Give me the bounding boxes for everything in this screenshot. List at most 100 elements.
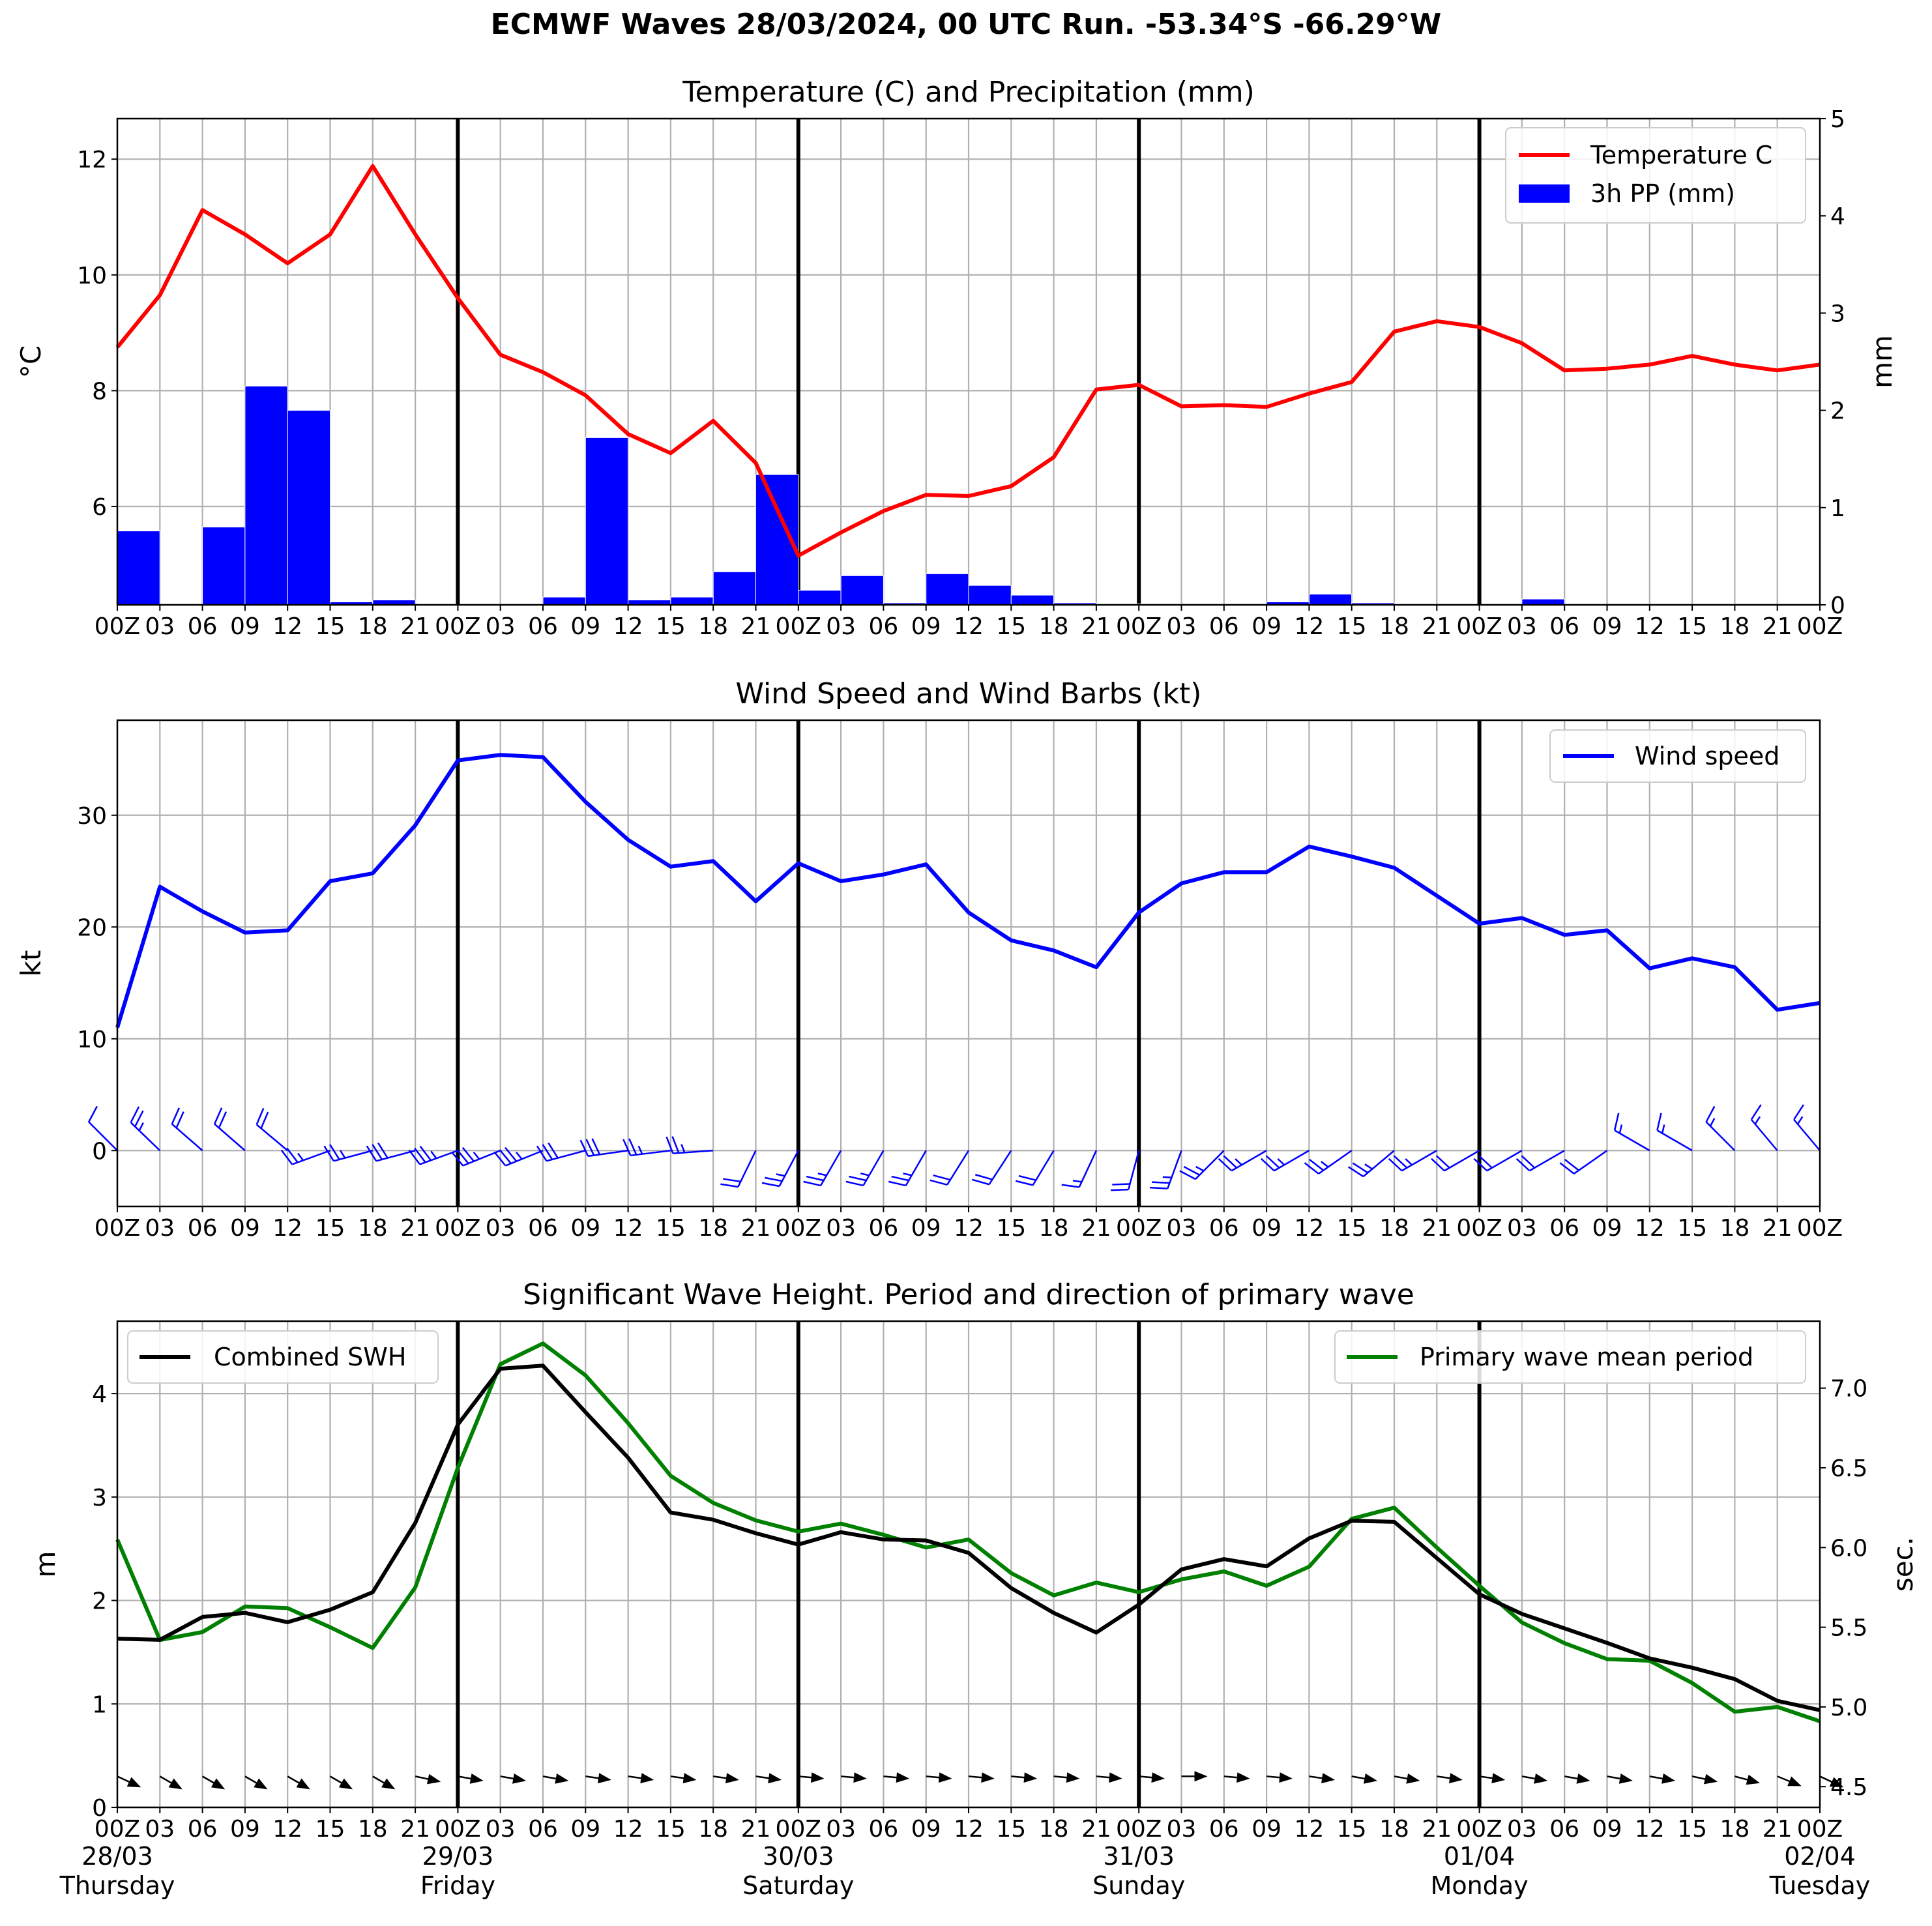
day-date-label: 28/03	[81, 1842, 153, 1871]
y-tick-label: 20	[77, 914, 107, 941]
wind-barb-feather	[329, 1144, 340, 1160]
wind-barb-staff	[130, 1122, 161, 1152]
wind-barb-half-feather	[297, 1152, 304, 1161]
wind-barb-feather	[933, 1174, 951, 1181]
wave-direction-arrow	[840, 1772, 867, 1783]
wave-arrow-head	[598, 1773, 611, 1784]
wind-barb-feather	[175, 1111, 184, 1128]
wind-barb-feather	[579, 1139, 589, 1157]
x-tick-label: 21	[1081, 1215, 1111, 1242]
wave-direction-arrow	[1521, 1773, 1548, 1784]
wind-barb-staff	[1793, 1118, 1821, 1152]
wind-barb-staff	[1231, 1150, 1267, 1172]
x-tick-label: 09	[230, 613, 260, 640]
wind-barb-staff	[862, 1150, 885, 1186]
legend-box	[127, 1330, 439, 1384]
wave-direction-arrow	[1607, 1773, 1633, 1784]
wind-barb	[622, 1138, 671, 1157]
wind-barb	[323, 1144, 373, 1162]
wave-arrow-head	[981, 1772, 995, 1783]
x-tick-label: 18	[698, 613, 728, 640]
wind-barb-feather	[585, 1139, 595, 1156]
y-right-tick-label: 7.0	[1830, 1376, 1867, 1403]
wind-barb-staff	[778, 1150, 799, 1187]
wind-barb-feather	[1015, 1180, 1033, 1186]
wave-direction-arrow	[628, 1773, 654, 1784]
wind-barb-feather	[723, 1178, 741, 1183]
y-right-tick-label: 4.5	[1830, 1774, 1867, 1801]
panel-title: Wind Speed and Wind Barbs (kt)	[736, 677, 1202, 710]
wind-barb-feather	[1061, 1184, 1079, 1188]
y-right-tick-label: 5	[1830, 106, 1845, 133]
wind-barb-staff	[630, 1150, 671, 1157]
x-tick-label: 12	[1294, 1215, 1324, 1242]
x-tick-label: 12	[1635, 613, 1665, 640]
day-name-label: Saturday	[742, 1871, 854, 1900]
wind-barb-feather	[1613, 1113, 1620, 1131]
x-tick-label: 06	[1209, 1816, 1239, 1843]
day-date-label: 02/04	[1784, 1842, 1856, 1871]
wind-barb-staff	[588, 1150, 628, 1158]
x-tick-label: 09	[570, 1215, 600, 1242]
wind-barb-feather	[845, 1180, 864, 1187]
wind-speed-line	[115, 753, 1821, 1029]
wave-arrow-head	[1449, 1773, 1463, 1784]
wind-barb-staff	[1529, 1150, 1565, 1172]
legend-label-wind: Wind speed	[1635, 742, 1779, 770]
precip-bar	[712, 571, 756, 606]
wind-barb-feather	[1793, 1104, 1804, 1120]
x-tick-label: 03	[1507, 613, 1537, 640]
wind-barb-staff	[737, 1150, 757, 1188]
wind-barb-feather	[505, 1146, 518, 1162]
wave-arrow-head	[1066, 1772, 1080, 1783]
wind-barb	[666, 1136, 714, 1154]
x-tick-label: 18	[1720, 1816, 1749, 1843]
wind-barb	[536, 1142, 586, 1162]
x-tick-label: 06	[868, 1215, 898, 1242]
wave-arrow-head	[896, 1772, 910, 1783]
x-tick-label: 09	[230, 1816, 260, 1843]
wind-barb-feather	[499, 1149, 512, 1164]
wind-barb-feather	[548, 1142, 559, 1159]
wave-arrow-head	[1194, 1771, 1208, 1782]
wind-barb-feather	[764, 1176, 783, 1182]
wind-barb-staff	[291, 1150, 330, 1165]
x-tick-label: 18	[358, 613, 388, 640]
wind-barb	[1559, 1150, 1608, 1175]
wind-barb-feather	[1218, 1158, 1233, 1172]
x-tick-label: 03	[826, 1215, 856, 1242]
precip-bar	[202, 527, 246, 606]
wind-barb	[929, 1150, 970, 1186]
wind-barb	[1613, 1113, 1650, 1152]
x-tick-label: 03	[1167, 1215, 1197, 1242]
y-tick-label: 12	[77, 147, 107, 173]
wind-barb	[1061, 1150, 1098, 1188]
wave-direction-arrow	[1564, 1773, 1590, 1784]
wave-arrow-head	[126, 1777, 141, 1788]
wave-arrow-head	[1704, 1773, 1718, 1785]
y-right-tick-label: 3	[1830, 300, 1845, 327]
x-tick-label: 18	[1379, 613, 1409, 640]
wave-arrow-head	[1829, 1777, 1844, 1788]
wind-barb-staff	[946, 1150, 970, 1186]
legend-box	[1549, 729, 1806, 783]
x-tick-label: 18	[358, 1215, 388, 1242]
y-right-tick-label: 6.5	[1830, 1455, 1867, 1482]
x-tick-label: 00Z	[776, 1215, 821, 1242]
x-tick-label: 18	[1379, 1816, 1409, 1843]
wind-barb-staff	[505, 1150, 544, 1167]
wave-arrow-head	[296, 1778, 310, 1790]
y-axis-label: kt	[15, 950, 47, 977]
wave-direction-arrow	[1734, 1774, 1760, 1785]
x-tick-label: 18	[698, 1816, 728, 1843]
wind-barb-feather	[803, 1180, 821, 1187]
wave-direction-arrow	[244, 1775, 268, 1790]
x-tick-label: 21	[400, 1215, 430, 1242]
x-tick-label: 12	[1635, 1215, 1665, 1242]
wave-direction-arrow	[1139, 1772, 1165, 1783]
y-tick-label: 0	[92, 1138, 107, 1165]
y-tick-label: 8	[92, 378, 107, 405]
wind-barb-feather	[720, 1183, 739, 1188]
wave-arrow-head	[1279, 1772, 1293, 1783]
wave-direction-arrow	[1351, 1773, 1378, 1784]
